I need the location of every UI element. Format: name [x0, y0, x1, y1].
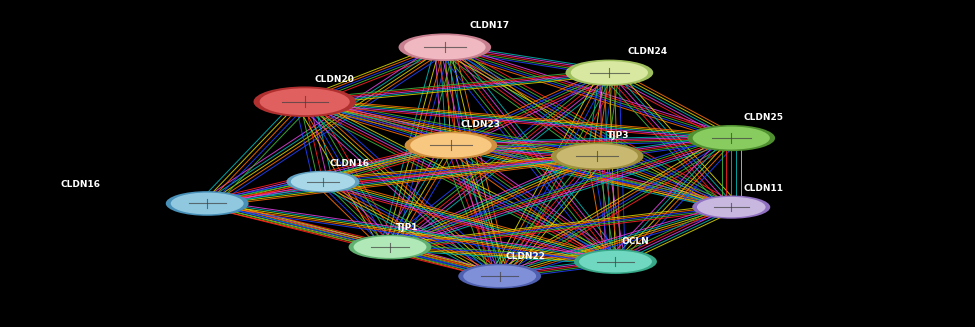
Circle shape: [574, 249, 657, 274]
Text: CLDN16: CLDN16: [330, 159, 370, 168]
Circle shape: [570, 61, 648, 84]
Text: OCLN: OCLN: [622, 237, 649, 246]
Circle shape: [551, 143, 644, 170]
Text: CLDN22: CLDN22: [506, 252, 546, 261]
Text: CLDN16: CLDN16: [61, 180, 101, 189]
Text: CLDN23: CLDN23: [460, 120, 501, 129]
Text: TJP1: TJP1: [396, 223, 418, 232]
Circle shape: [254, 86, 356, 117]
Circle shape: [171, 193, 244, 214]
Text: CLDN11: CLDN11: [743, 183, 784, 193]
Circle shape: [354, 236, 426, 258]
Text: CLDN25: CLDN25: [743, 113, 784, 122]
Text: CLDN20: CLDN20: [314, 75, 354, 84]
Text: CLDN17: CLDN17: [469, 21, 509, 30]
Circle shape: [399, 33, 491, 61]
Circle shape: [458, 264, 541, 288]
Text: TJP3: TJP3: [606, 130, 630, 140]
Circle shape: [579, 251, 652, 272]
Text: CLDN24: CLDN24: [628, 47, 668, 56]
Circle shape: [405, 131, 497, 159]
Circle shape: [410, 133, 491, 158]
Circle shape: [166, 191, 249, 216]
Circle shape: [287, 171, 360, 193]
Circle shape: [259, 88, 350, 115]
Circle shape: [349, 235, 431, 259]
Circle shape: [566, 60, 653, 86]
Circle shape: [697, 197, 765, 217]
Circle shape: [692, 127, 770, 149]
Circle shape: [692, 196, 770, 219]
Circle shape: [291, 172, 355, 191]
Circle shape: [463, 265, 536, 287]
Circle shape: [687, 125, 775, 151]
Circle shape: [404, 35, 486, 60]
Circle shape: [557, 144, 638, 168]
